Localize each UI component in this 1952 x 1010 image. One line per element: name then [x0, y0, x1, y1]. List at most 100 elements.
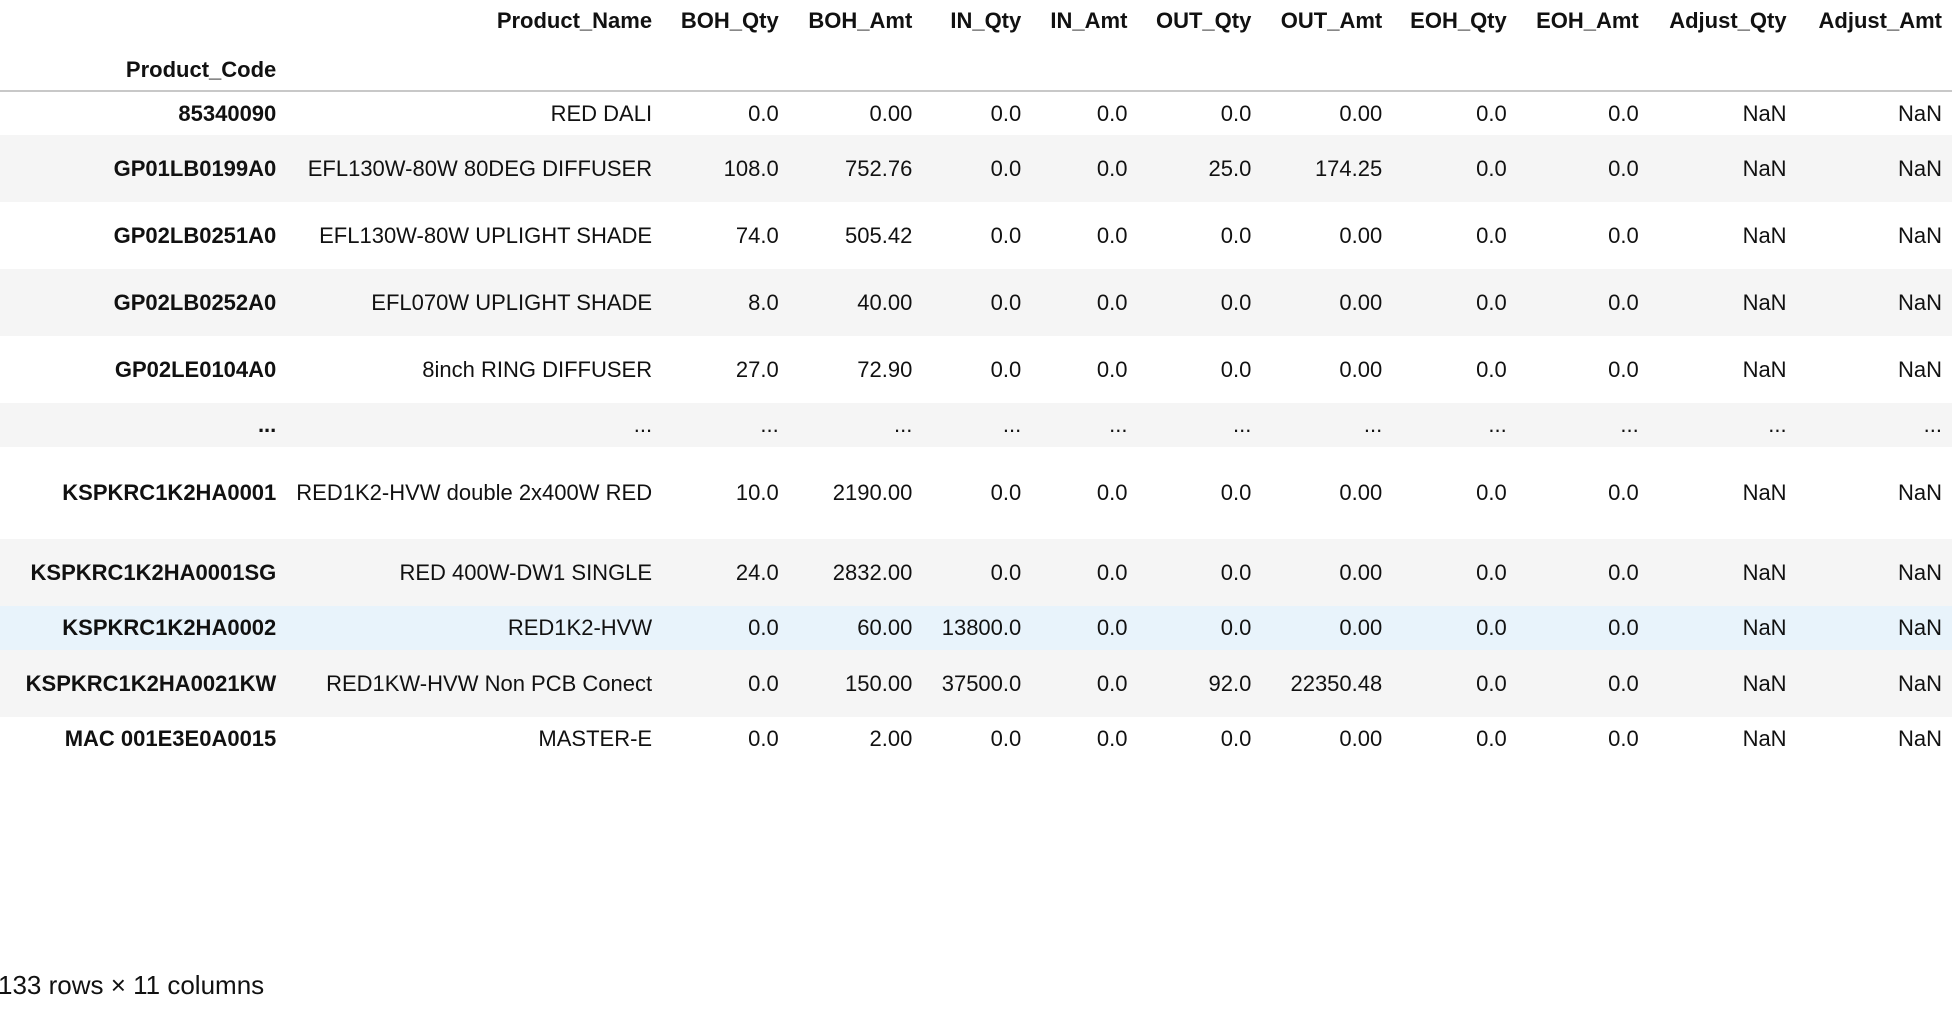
value-cell: 0.0 — [1220, 356, 1252, 382]
value-cell: 0.0 — [1096, 155, 1128, 181]
value-cell: 0.0 — [1220, 559, 1252, 585]
value-cell: 13800.0 — [941, 615, 1022, 640]
column-header: IN_Amt — [1050, 8, 1128, 33]
table-row[interactable]: GP02LB0251A0 EFL130W-80W UPLIGHT SHADE 74.… — [0, 202, 1952, 269]
value-cell: 0.00 — [869, 100, 913, 126]
value-cell: NaN — [1897, 155, 1942, 181]
product-name-cell: 8inch RING DIFFUSER — [422, 356, 653, 382]
table-row[interactable]: MAC 001E3E0A0015 MASTER-E 0.0 2.00 0.0 0.0 0.0… — [0, 717, 1952, 761]
value-cell: 174.25 — [1314, 155, 1383, 181]
column-header: Adjust_Amt — [1818, 8, 1942, 33]
product-name-cell: ... — [633, 412, 653, 437]
value-cell: NaN — [1897, 726, 1942, 751]
row-index-cell: MAC 001E3E0A0015 — [64, 726, 277, 751]
value-cell: 0.0 — [1608, 155, 1639, 181]
column-header-spacer — [1137, 42, 1261, 91]
value-cell: 0.0 — [1220, 289, 1252, 315]
value-cell: 0.0 — [990, 222, 1022, 248]
value-cell: 0.0 — [1220, 222, 1252, 248]
value-cell: 0.0 — [1608, 615, 1639, 640]
table-row[interactable]: GP01LB0199A0 EFL130W-80W 80DEG DIFFUSER 10… — [0, 135, 1952, 202]
table-row[interactable]: 85340090 RED DALI 0.0 0.00 0.0 0.0 0.0 0.00 0.0 0… — [0, 91, 1952, 135]
table-row[interactable]: GP02LB0252A0 EFL070W UPLIGHT SHADE 8.0 40.0… — [0, 269, 1952, 336]
row-index-cell: KSPKRC1K2HA0001SG — [30, 559, 277, 585]
value-cell: 92.0 — [1208, 670, 1252, 696]
value-cell: 0.0 — [1608, 670, 1639, 696]
value-cell: ... — [1232, 412, 1252, 437]
value-cell: ... — [1109, 412, 1128, 437]
value-cell: 2832.00 — [832, 559, 913, 585]
table-row[interactable]: KSPKRC1K2HA0001 RED1K2-HVW double 2x400W … — [0, 447, 1952, 539]
value-cell: 752.76 — [845, 155, 913, 181]
value-cell: 505.42 — [845, 222, 913, 248]
table-row[interactable]: GP02LE0104A0 8inch RING DIFFUSER 27.0 72.90… — [0, 336, 1952, 403]
value-cell: 0.0 — [1096, 726, 1128, 751]
column-header-spacer — [789, 42, 923, 91]
column-header: OUT_Amt — [1280, 8, 1383, 33]
product-name-cell: EFL130W-80W UPLIGHT SHADE — [319, 222, 653, 248]
value-cell: 0.0 — [1476, 100, 1507, 126]
column-header-spacer — [1392, 42, 1517, 91]
value-cell: NaN — [1742, 155, 1787, 181]
value-cell: 0.00 — [1339, 480, 1383, 505]
value-cell: 0.00 — [1339, 559, 1383, 585]
value-cell: 0.0 — [990, 480, 1022, 505]
value-cell: 8.0 — [748, 289, 779, 315]
product-name-cell: RED DALI — [550, 100, 653, 126]
value-cell: 27.0 — [735, 356, 779, 382]
column-header: Adjust_Qty — [1669, 8, 1787, 33]
value-cell: 22350.48 — [1290, 670, 1383, 696]
header-row: Product_Name BOH_Qty BOH_Amt IN_Qty IN_Amt OU… — [0, 0, 1952, 42]
row-index-cell: GP01LB0199A0 — [113, 155, 277, 181]
value-cell: 0.0 — [1096, 559, 1128, 585]
column-header-spacer — [1797, 42, 1952, 91]
value-cell: 0.0 — [1476, 222, 1507, 248]
row-index-cell: GP02LE0104A0 — [114, 356, 277, 382]
table-row[interactable]: KSPKRC1K2HA0021KW RED1KW-HVW Non PCB Cone… — [0, 650, 1952, 717]
value-cell: NaN — [1897, 100, 1942, 126]
table-row[interactable]: KSPKRC1K2HA0002 RED1K2-HVW 0.0 60.00 13800.0… — [0, 606, 1952, 650]
value-cell: NaN — [1742, 726, 1787, 751]
column-header: BOH_Amt — [808, 8, 913, 33]
value-cell: 74.0 — [735, 222, 779, 248]
value-cell: 0.00 — [1339, 726, 1383, 751]
value-cell: 0.00 — [1339, 222, 1383, 248]
table-caption: 133 rows × 11 columns — [0, 970, 265, 1000]
value-cell: 0.0 — [1096, 356, 1128, 382]
value-cell: 0.0 — [1220, 480, 1252, 505]
value-cell: ... — [760, 412, 779, 437]
value-cell: NaN — [1742, 356, 1787, 382]
product-name-cell: RED1K2-HVW double 2x400W RED — [296, 480, 653, 505]
value-cell: NaN — [1897, 222, 1942, 248]
column-header: EOH_Amt — [1536, 8, 1639, 33]
value-cell: 0.0 — [748, 100, 779, 126]
value-cell: 0.00 — [1339, 100, 1383, 126]
row-index-cell: GP02LB0251A0 — [113, 222, 277, 248]
product-name-cell: RED1KW-HVW Non PCB Conect — [326, 670, 653, 696]
column-header-spacer — [922, 42, 1031, 91]
value-cell: 150.00 — [845, 670, 913, 696]
value-cell: 0.00 — [1339, 289, 1383, 315]
row-index-cell: KSPKRC1K2HA0002 — [62, 615, 277, 640]
value-cell: 0.0 — [1476, 480, 1507, 505]
value-cell: NaN — [1897, 289, 1942, 315]
value-cell: NaN — [1897, 615, 1942, 640]
product-name-cell: MASTER-E — [538, 726, 653, 751]
column-header-spacer — [286, 42, 662, 91]
value-cell: 0.0 — [1608, 480, 1639, 505]
column-header: EOH_Qty — [1410, 8, 1507, 33]
value-cell: 0.00 — [1339, 356, 1383, 382]
value-cell: NaN — [1897, 559, 1942, 585]
value-cell: ... — [1768, 412, 1787, 437]
value-cell: 2.00 — [869, 726, 913, 751]
value-cell: 0.0 — [990, 289, 1022, 315]
table-row[interactable]: KSPKRC1K2HA0001SG RED 400W-DW1 SINGLE 24.0… — [0, 539, 1952, 606]
value-cell: ... — [1363, 412, 1383, 437]
value-cell: 0.0 — [748, 726, 779, 751]
column-header-spacer — [662, 42, 789, 91]
value-cell: 24.0 — [735, 559, 779, 585]
value-cell: NaN — [1897, 670, 1942, 696]
value-cell: 25.0 — [1208, 155, 1252, 181]
value-cell: 0.0 — [1220, 726, 1252, 751]
table-row[interactable]: .................................... — [0, 403, 1952, 447]
